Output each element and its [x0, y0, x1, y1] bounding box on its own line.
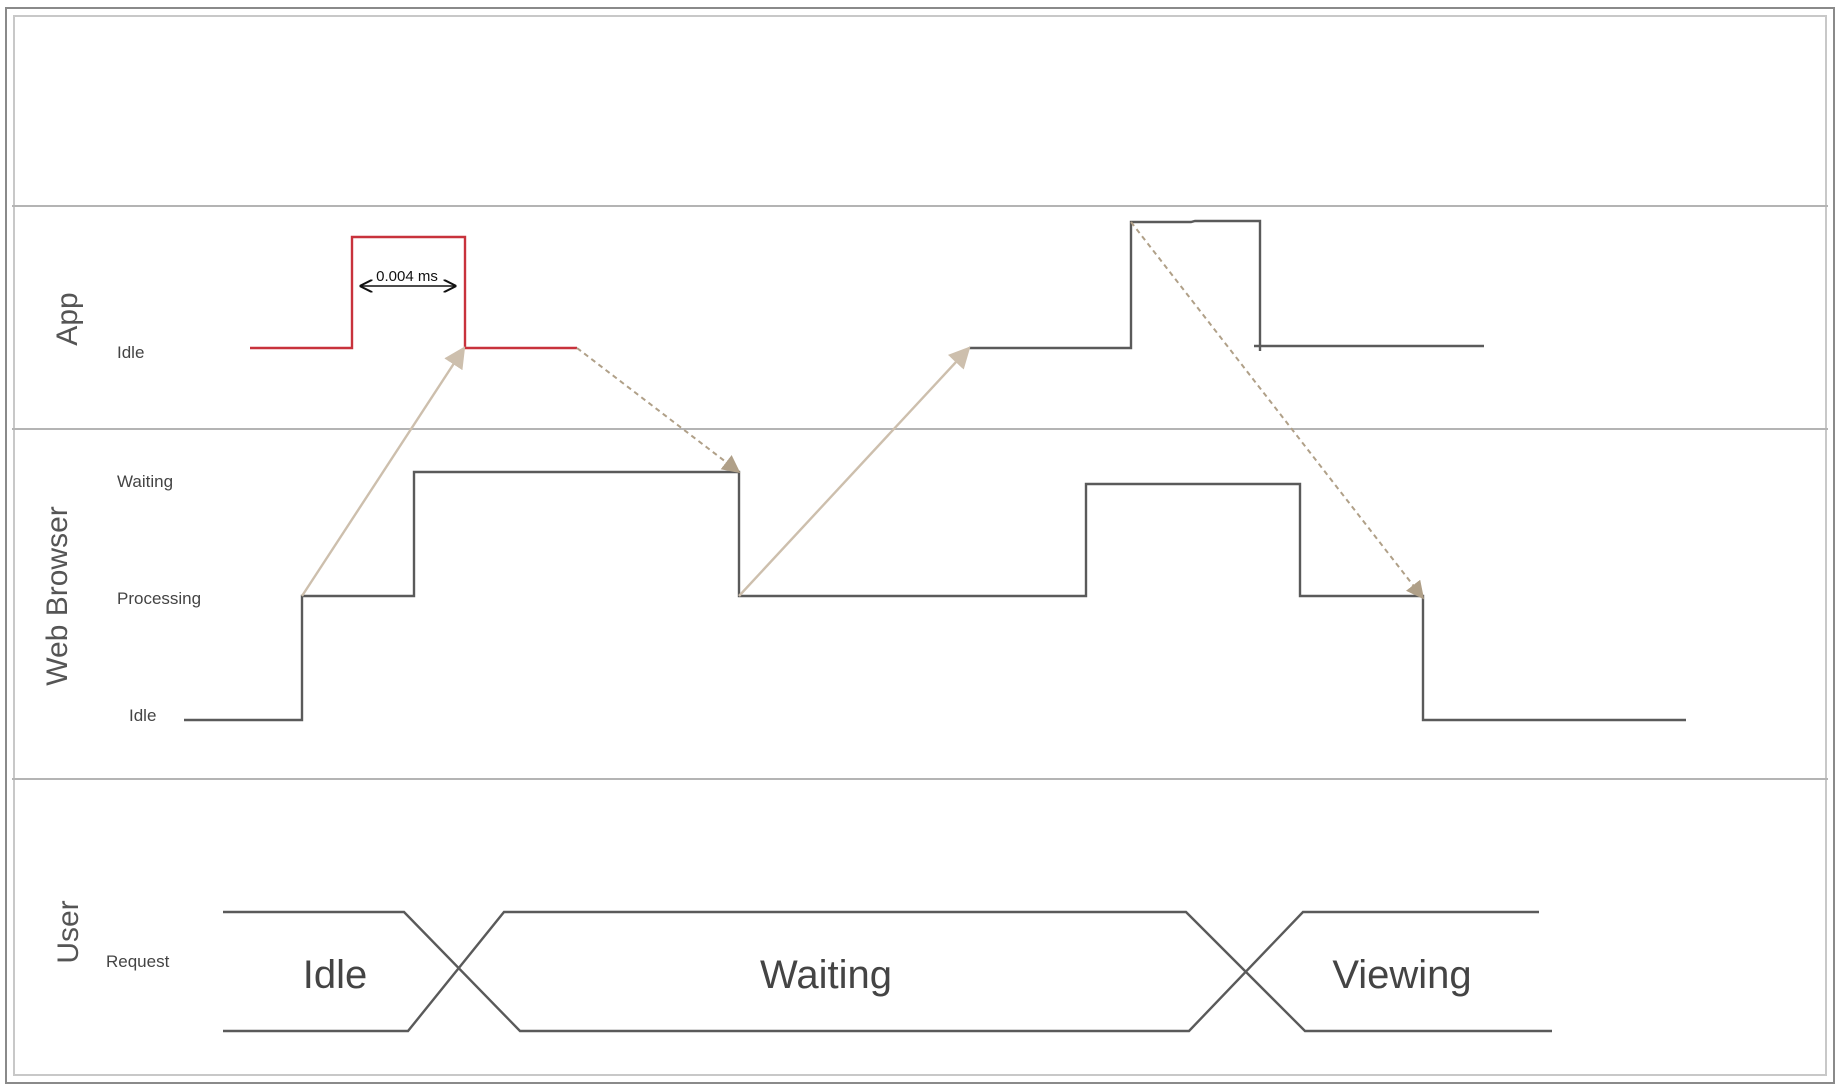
state-label-app-idle: Idle: [117, 343, 144, 362]
state-label-browser-idle: Idle: [129, 706, 156, 725]
message-arrow-browser-to-app-1: [300, 346, 466, 597]
lane-title-browser: Web Browser: [41, 506, 74, 686]
lane-title-user: User: [52, 900, 85, 963]
app-signal-main: [969, 219, 1262, 351]
browser-signal-part1: [184, 470, 1686, 722]
user-bus-bottom: [223, 910, 1552, 1033]
state-label-user-request: Request: [106, 952, 170, 971]
duration-label: 0.004 ms: [376, 268, 438, 285]
message-arrow-app-to-browser-2: [1130, 221, 1425, 600]
lane-title-app: App: [51, 292, 84, 345]
state-label-browser-waiting: Waiting: [117, 472, 173, 491]
user-phase-idle: Idle: [303, 953, 368, 997]
inner-frame: [13, 15, 1827, 1076]
app-signal-highlight: [250, 235, 577, 350]
user-bus-top: [223, 910, 1539, 1033]
state-label-browser-processing: Processing: [117, 589, 201, 608]
message-arrow-browser-to-app-2: [738, 346, 971, 597]
message-arrow-app-to-browser-1: [576, 347, 741, 474]
outer-frame: [5, 7, 1835, 1084]
user-phase-viewing: Viewing: [1332, 953, 1471, 997]
user-phase-waiting: Waiting: [760, 953, 892, 997]
